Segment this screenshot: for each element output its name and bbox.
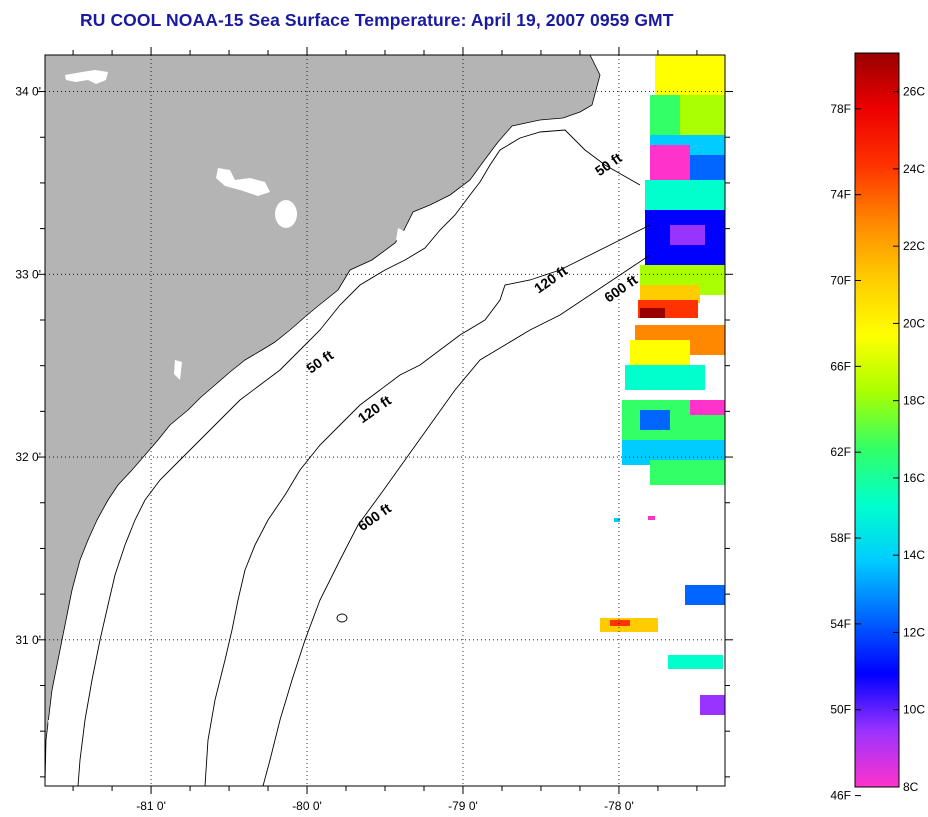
colorbar-f-label: 58F (830, 531, 851, 545)
colorbar-c-label: 10C (903, 703, 925, 717)
axis-ticks (37, 47, 733, 794)
colorbar-c-label: 26C (903, 85, 925, 99)
colorbar-f-label: 78F (830, 102, 851, 116)
contour-600ft (262, 254, 651, 786)
colorbar-c-label: 8C (903, 780, 919, 794)
lon-tick-label: -80 0' (292, 799, 322, 813)
colorbar-c-label: 18C (903, 394, 925, 408)
colorbar-c-label: 20C (903, 316, 925, 330)
land-mass (45, 55, 601, 786)
colorbar-f-label: 74F (830, 188, 851, 202)
lat-tick-label: 33 0' (15, 267, 41, 281)
lon-tick-label: -78 0' (604, 799, 634, 813)
land-lakes (48, 70, 406, 748)
colorbar-f-label: 66F (830, 359, 851, 373)
colorbar-f-label: 46F (830, 789, 851, 803)
bathymetry-contours (77, 129, 651, 786)
colorbar-f-label: 54F (830, 617, 851, 631)
contour-50ft (77, 129, 641, 786)
temperature-colorbar: 26C 24C 22C 20C 18C 16C 14C 12C 10C 8C 78F 74F 70F 66… (830, 52, 925, 803)
colorbar-c-label: 14C (903, 548, 925, 562)
axis-tick-labels: -81 0' -80 0' -79 0' -78 0' 34 0' 33 0' 32 0' 3… (15, 85, 633, 813)
graticule (45, 55, 725, 786)
colorbar-gradient (854, 52, 900, 788)
colorbar-f-label: 70F (830, 273, 851, 287)
contour-120ft (204, 224, 651, 786)
lat-tick-label: 34 0' (15, 85, 41, 99)
lon-tick-label: -79 0' (448, 799, 478, 813)
colorbar-f-label: 50F (830, 703, 851, 717)
colorbar-c-label: 12C (903, 625, 925, 639)
colorbar-f-label: 62F (830, 445, 851, 459)
chart-title: RU COOL NOAA-15 Sea Surface Temperature:… (80, 10, 674, 30)
colorbar-c-label: 16C (903, 471, 925, 485)
lon-tick-label: -81 0' (136, 799, 166, 813)
sst-swath (600, 55, 725, 715)
colorbar-c-label: 22C (903, 239, 925, 253)
lat-tick-label: 31 0' (15, 633, 41, 647)
lat-tick-label: 32 0' (15, 450, 41, 464)
map-frame-area (45, 55, 725, 786)
colorbar-c-label: 24C (903, 162, 925, 176)
